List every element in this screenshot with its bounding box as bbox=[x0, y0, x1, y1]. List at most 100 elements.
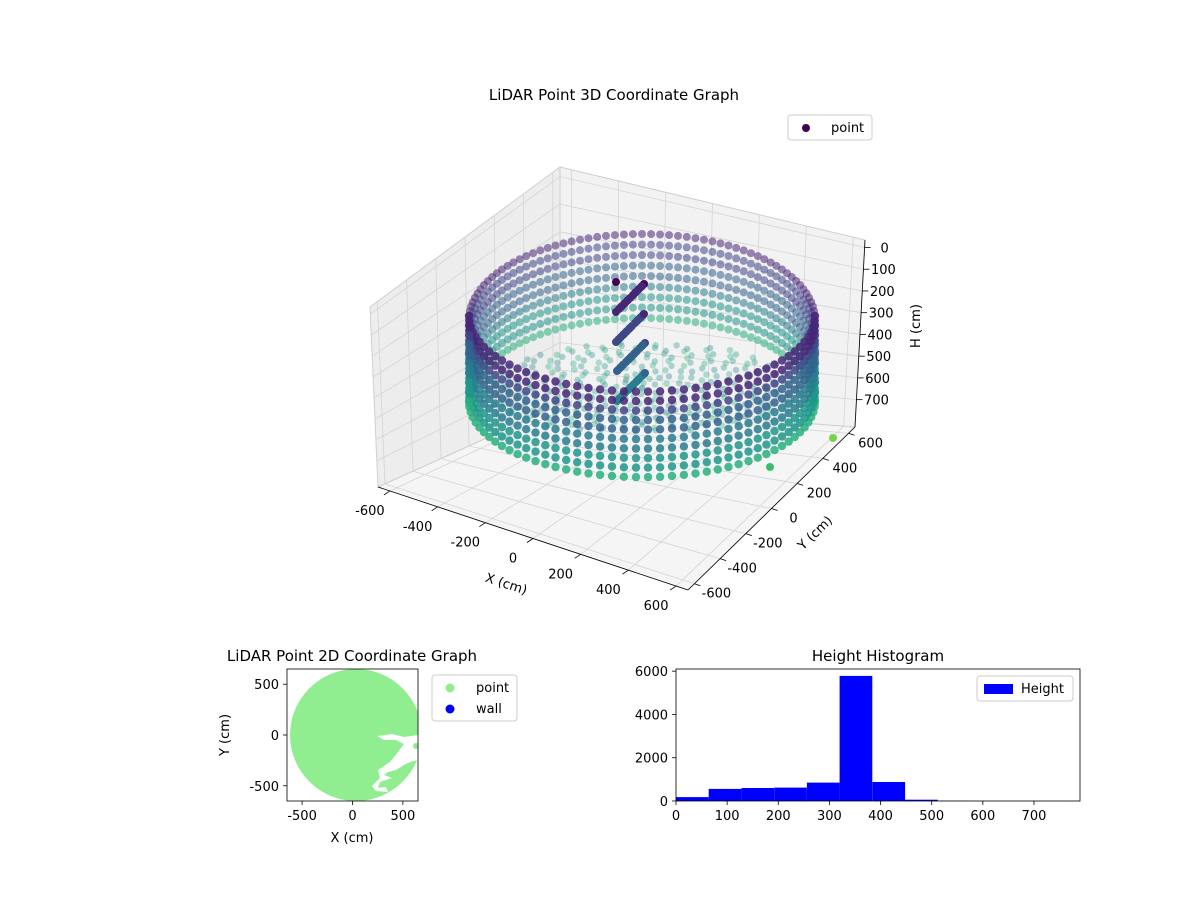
cloud-point bbox=[607, 395, 617, 405]
cloud-point bbox=[667, 405, 677, 414]
cloud-point bbox=[522, 425, 531, 434]
cloud-point bbox=[708, 258, 717, 267]
cloud-point bbox=[541, 393, 550, 402]
cloud-point bbox=[766, 342, 775, 351]
cloud-point bbox=[491, 351, 500, 361]
cloud-point bbox=[543, 317, 552, 326]
cloud-point bbox=[576, 267, 584, 276]
cloud-point bbox=[553, 351, 561, 358]
cloud-point bbox=[615, 349, 623, 356]
cloud-point bbox=[623, 373, 630, 380]
ticks-3d: -600-400-2000200400600-600-400-200020040… bbox=[355, 241, 896, 614]
cloud-point bbox=[713, 427, 722, 436]
cloud-point bbox=[536, 267, 545, 276]
cloud-point bbox=[713, 389, 722, 398]
cloud-point bbox=[515, 318, 524, 327]
cloud-point bbox=[595, 359, 602, 366]
cloud-point bbox=[691, 318, 700, 327]
cloud-point bbox=[640, 310, 648, 318]
cloud-point bbox=[607, 443, 617, 452]
histogram-bar bbox=[872, 782, 906, 801]
cloud-point bbox=[762, 430, 771, 440]
cloud-point bbox=[647, 314, 656, 323]
y-tick-mark bbox=[848, 432, 855, 436]
cloud-point bbox=[706, 344, 714, 352]
cloud-point bbox=[655, 453, 665, 462]
cloud-point bbox=[674, 273, 682, 282]
cloud-point bbox=[515, 297, 524, 306]
cloud-point bbox=[700, 288, 708, 297]
cloud-point bbox=[674, 242, 682, 251]
cloud-point bbox=[522, 283, 531, 292]
cloud-point bbox=[691, 276, 700, 285]
cloud-point bbox=[643, 425, 653, 434]
cloud-point bbox=[724, 424, 733, 434]
cloud-point bbox=[655, 415, 665, 424]
cloud-point bbox=[515, 339, 524, 348]
cloud-point bbox=[593, 306, 602, 315]
cloud-point bbox=[656, 272, 665, 281]
cloud-point bbox=[580, 357, 588, 364]
cloud-point bbox=[720, 364, 727, 371]
cloud-point bbox=[734, 374, 743, 383]
histogram-bar bbox=[676, 797, 709, 801]
cloud-point bbox=[638, 230, 646, 238]
cloud-point bbox=[567, 258, 576, 267]
cloud-point bbox=[691, 286, 700, 295]
cloud-point bbox=[569, 348, 576, 355]
cloud-point bbox=[595, 404, 605, 413]
cloud-point bbox=[724, 325, 733, 334]
cloud-point bbox=[734, 422, 743, 431]
cloud-point bbox=[602, 315, 610, 324]
cloud-point bbox=[724, 241, 733, 250]
cloud-point bbox=[746, 259, 755, 268]
cloud-point bbox=[602, 305, 610, 314]
cloud-point bbox=[760, 297, 769, 306]
cloud-point bbox=[522, 377, 531, 386]
cloud-point bbox=[708, 279, 717, 288]
cloud-point bbox=[491, 370, 500, 380]
cloud-point bbox=[739, 319, 748, 328]
outlier-point bbox=[766, 463, 774, 471]
z-axis-line bbox=[854, 239, 866, 428]
cloud-point bbox=[790, 432, 799, 442]
cloud-point bbox=[641, 369, 649, 377]
cloud-point bbox=[686, 409, 693, 417]
cloud-point bbox=[562, 408, 571, 417]
cloud-point bbox=[732, 366, 740, 374]
cloud-point bbox=[784, 427, 793, 437]
cloud-point bbox=[522, 325, 531, 334]
cloud-point bbox=[543, 296, 552, 305]
ticks-2d: -500 0 500 -500 0 500 bbox=[249, 678, 415, 824]
cloud-point bbox=[562, 446, 571, 455]
cloud-point bbox=[682, 295, 691, 304]
cloud-point bbox=[649, 362, 657, 369]
cloud-point bbox=[739, 267, 748, 276]
cloud-point bbox=[576, 288, 584, 297]
cloud-point bbox=[464, 349, 474, 359]
cloud-point bbox=[691, 412, 700, 421]
cloud-point bbox=[594, 365, 601, 372]
cloud-point bbox=[770, 379, 779, 388]
cloud-point bbox=[551, 377, 560, 386]
cloud-point bbox=[631, 463, 641, 472]
cloud-point bbox=[576, 256, 584, 265]
cloud-point bbox=[762, 449, 771, 459]
cloud-point bbox=[688, 352, 695, 359]
cloud-point bbox=[505, 388, 514, 398]
outlier-point bbox=[829, 434, 837, 442]
cloud-point bbox=[760, 339, 769, 348]
cloud-point bbox=[607, 471, 617, 481]
x-tick-mark bbox=[622, 569, 629, 575]
cloud-point bbox=[602, 284, 610, 293]
cloud-point bbox=[673, 342, 680, 349]
cloud-point bbox=[509, 332, 518, 340]
cloud-point bbox=[602, 242, 610, 251]
cloud-point bbox=[726, 347, 734, 354]
cloud-point bbox=[713, 417, 722, 427]
y-axis-label-2d: Y (cm) bbox=[218, 714, 233, 757]
cloud-point bbox=[691, 297, 700, 306]
cloud-point bbox=[619, 463, 629, 472]
cloud-point bbox=[784, 370, 793, 380]
cloud-point bbox=[665, 294, 674, 303]
